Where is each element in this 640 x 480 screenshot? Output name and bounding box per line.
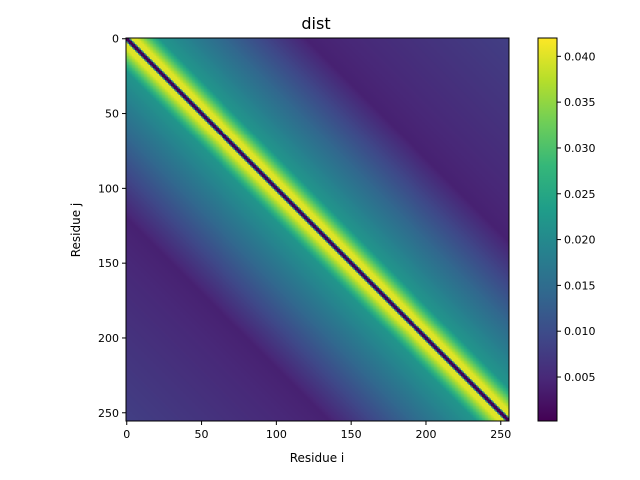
heatmap-plot-area	[125, 37, 510, 422]
x-tick-label: 50	[195, 428, 209, 441]
x-tick-label: 250	[490, 428, 511, 441]
colorbar-frame	[537, 37, 558, 422]
chart-title: dist	[301, 14, 330, 33]
colorbar-tick-label: 0.005	[564, 371, 596, 384]
x-tick-label: 100	[266, 428, 287, 441]
y-tick-label: 50	[105, 108, 119, 121]
colorbar-tick-label: 0.035	[564, 96, 596, 109]
x-axis: 0 50 100 150 200 250	[123, 421, 511, 441]
y-tick-label: 100	[98, 182, 119, 195]
x-tick-label: 0	[123, 428, 130, 441]
y-tick-label: 0	[112, 33, 119, 46]
y-tick-label: 150	[98, 257, 119, 270]
colorbar-tick-label: 0.010	[564, 325, 596, 338]
colorbar-tick-label: 0.025	[564, 188, 596, 201]
colorbar-tick-label: 0.020	[564, 234, 596, 247]
colorbar: 0.005 0.010 0.015 0.020 0.025 0.030 0.035 0.040	[537, 37, 596, 422]
y-tick-label: 250	[98, 407, 119, 420]
plot-frame	[125, 37, 510, 422]
colorbar-gradient	[538, 38, 557, 421]
y-axis: 0 50 100 150 200 250	[98, 33, 126, 420]
colorbar-tick-label: 0.040	[564, 50, 596, 63]
colorbar-tick-label: 0.030	[564, 142, 596, 155]
x-tick-label: 150	[341, 428, 362, 441]
y-axis-label: Residue j	[69, 203, 83, 258]
x-tick-label: 200	[415, 428, 436, 441]
y-tick-label: 200	[98, 332, 119, 345]
x-axis-label: Residue i	[290, 451, 345, 465]
colorbar-tick-label: 0.015	[564, 279, 596, 292]
colorbar-ticks: 0.005 0.010 0.015 0.020 0.025 0.030 0.035 0.040	[557, 50, 596, 384]
heatmap-image	[126, 38, 509, 421]
